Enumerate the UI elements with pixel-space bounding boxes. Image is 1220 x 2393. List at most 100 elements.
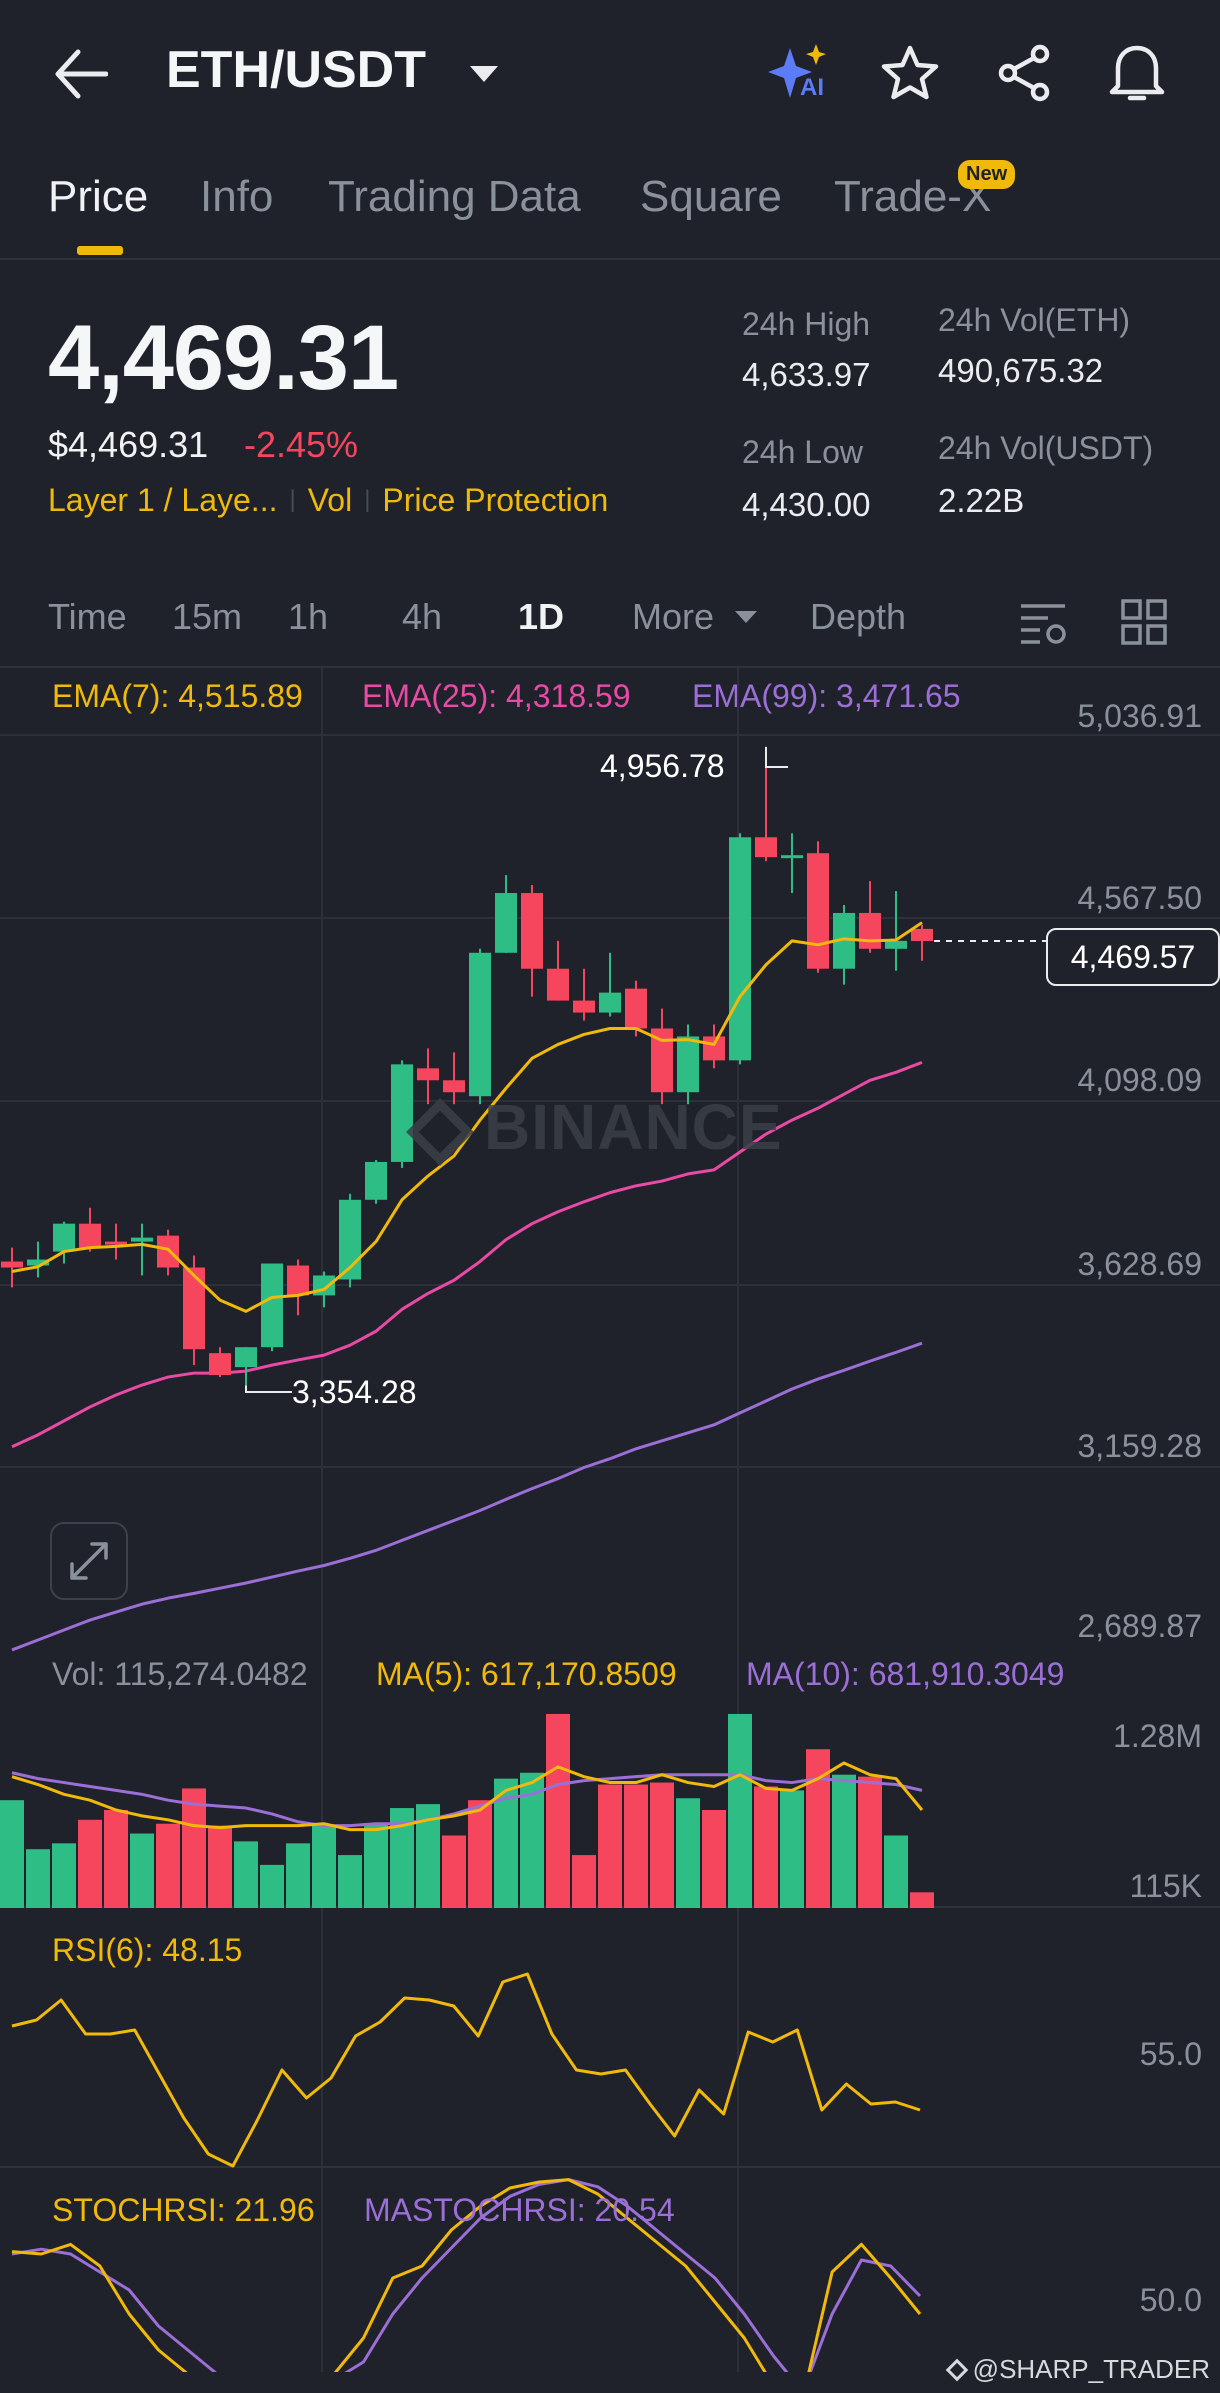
volume-bar [624,1784,648,1908]
candle [365,1161,387,1200]
candle [79,1223,101,1248]
category-tag[interactable]: Layer 1 / Laye... [48,482,278,518]
tf-time[interactable]: Time [48,596,127,637]
vol-ma10-legend: MA(10): 681,910.3049 [746,1656,1065,1692]
ema25-line [11,1060,923,1449]
volume-bar [312,1825,336,1908]
price-protection-tag[interactable]: Price Protection [382,482,609,518]
high-24h-value: 4,633.97 [742,356,871,393]
share-icon[interactable] [996,44,1054,102]
volume-bar [598,1784,622,1908]
ema25-legend: EMA(25): 4,318.59 [362,678,631,714]
usd-price: $4,469.31 [48,424,209,465]
candle [417,1068,439,1081]
vol-tag[interactable]: Vol [307,482,353,518]
volume-bar [546,1713,570,1908]
rsi-legend: RSI(6): 48.15 [52,1932,243,1968]
price-change: -2.45% [244,424,359,465]
indicator-settings-icon[interactable] [1018,600,1068,646]
volume-bar [0,1800,24,1908]
rsi-line [11,1972,921,2168]
volume-bar [130,1833,154,1908]
ema99-legend: EMA(99): 3,471.65 [692,678,961,714]
candle [261,1263,283,1348]
candle [781,855,803,859]
candle [53,1223,75,1252]
tf-depth[interactable]: Depth [810,596,907,637]
watermark-text: BINANCE [484,1091,783,1163]
tab-square[interactable]: Square [640,172,782,221]
bell-icon[interactable] [1108,40,1166,104]
candle [729,837,751,1061]
vol-usdt-value: 2.22B [938,482,1025,519]
rsi-axis: 55.0 [1139,2036,1202,2072]
tab-trading-data[interactable]: Trading Data [328,172,581,221]
ema99-line [11,1341,923,1652]
price-axis-label: 3,159.28 [1077,1428,1202,1464]
stoch-axis: 50.0 [1139,2282,1202,2318]
candle [807,853,829,969]
volume-bar [728,1713,752,1908]
candle [677,1036,699,1093]
tab-price[interactable]: Price [48,172,149,221]
layout-grid-icon[interactable] [1120,598,1168,646]
candle [469,952,491,1097]
star-icon[interactable] [880,44,940,102]
volume-bar [832,1774,856,1908]
price-axis-label: 2,689.87 [1077,1608,1202,1644]
more-caret-icon [735,611,757,623]
volume-bar [754,1786,778,1908]
candle [859,912,881,949]
tf-1d[interactable]: 1D [518,596,565,637]
volume-bar [780,1790,804,1908]
candle [599,992,621,1013]
back-arrow-icon[interactable] [52,48,108,100]
volume-bar [234,1841,258,1908]
caret-down-icon[interactable] [468,64,500,84]
top-bar: ETH/USDT AI [0,0,1220,150]
candle [625,988,647,1029]
candle [885,940,907,949]
candle [287,1265,309,1296]
volume-bar [156,1823,180,1908]
ai-button[interactable]: AI [766,40,834,106]
bottom-mask [0,2372,1220,2393]
main-tabs: Price Info Trading Data Square Trade-X N… [0,150,1220,260]
candle [183,1267,205,1350]
tag-row: Layer 1 / Laye... | Vol | Price Protection [48,482,609,518]
low-24h-value: 4,430.00 [742,486,871,523]
tf-more[interactable]: More [632,596,715,637]
high-marker-label: 4,956.78 [600,748,725,784]
vol-eth-value: 490,675.32 [938,352,1104,389]
volume-bar [702,1810,726,1908]
mastochrsi-line [11,2178,922,2393]
pair-title[interactable]: ETH/USDT [166,41,426,99]
price-axis-label: 5,036.91 [1077,698,1202,734]
tab-info[interactable]: Info [200,172,274,221]
candle [547,968,569,1001]
volume-bar [858,1776,882,1908]
candle [703,1036,725,1061]
low-marker-label: 3,354.28 [292,1374,417,1410]
volume-bar [364,1823,388,1908]
fullscreen-button[interactable] [50,1522,128,1600]
candlestick-chart[interactable] [0,660,1220,2393]
last-price-tag: 4,469.57 [1046,928,1220,986]
candle [521,893,543,969]
volume-bar [650,1782,674,1908]
volume-bar [442,1835,466,1908]
vol-ma5-legend: MA(5): 617,170.8509 [376,1656,677,1692]
candle [157,1235,179,1268]
candle [651,1028,673,1093]
candle [105,1241,127,1245]
high-marker-line [765,746,788,768]
tf-4h[interactable]: 4h [402,596,443,637]
tf-15m[interactable]: 15m [172,596,243,637]
volume-bar [52,1843,76,1908]
volume-bar [182,1788,206,1908]
price-axis-label: 4,098.09 [1077,1062,1202,1098]
tf-1h[interactable]: 1h [288,596,329,637]
volume-bar [104,1810,128,1908]
candle [27,1259,49,1266]
ema7-line [11,921,923,1313]
